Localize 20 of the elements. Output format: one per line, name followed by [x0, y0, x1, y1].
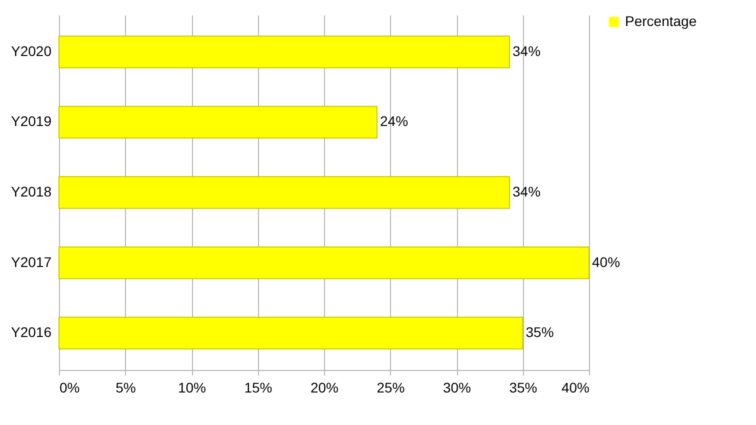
- x-tick-label: 15%: [244, 380, 272, 396]
- data-label: 24%: [380, 113, 408, 130]
- data-label: 34%: [512, 42, 541, 59]
- x-tick-label: 0%: [60, 380, 80, 396]
- x-tick-label: 30%: [442, 380, 472, 396]
- x-tick-label: 20%: [310, 380, 339, 396]
- y-tick-label: Y2019: [11, 113, 52, 130]
- y-tick-label: Y2016: [11, 324, 52, 340]
- data-label: 34%: [512, 184, 541, 200]
- x-tick-label: 35%: [509, 380, 538, 396]
- x-tick-label: 5%: [116, 380, 136, 396]
- data-label: 40%: [592, 254, 620, 270]
- y-tick-label: Y2017: [11, 254, 52, 270]
- x-tick-label: 25%: [376, 380, 405, 396]
- legend-label: Percentage: [625, 13, 697, 29]
- x-tick-label: 10%: [178, 380, 206, 396]
- x-tick-label: 40%: [561, 380, 590, 396]
- y-tick-label: Y2018: [11, 184, 52, 200]
- y-tick-label: Y2020: [11, 42, 52, 59]
- data-label: 35%: [526, 324, 554, 340]
